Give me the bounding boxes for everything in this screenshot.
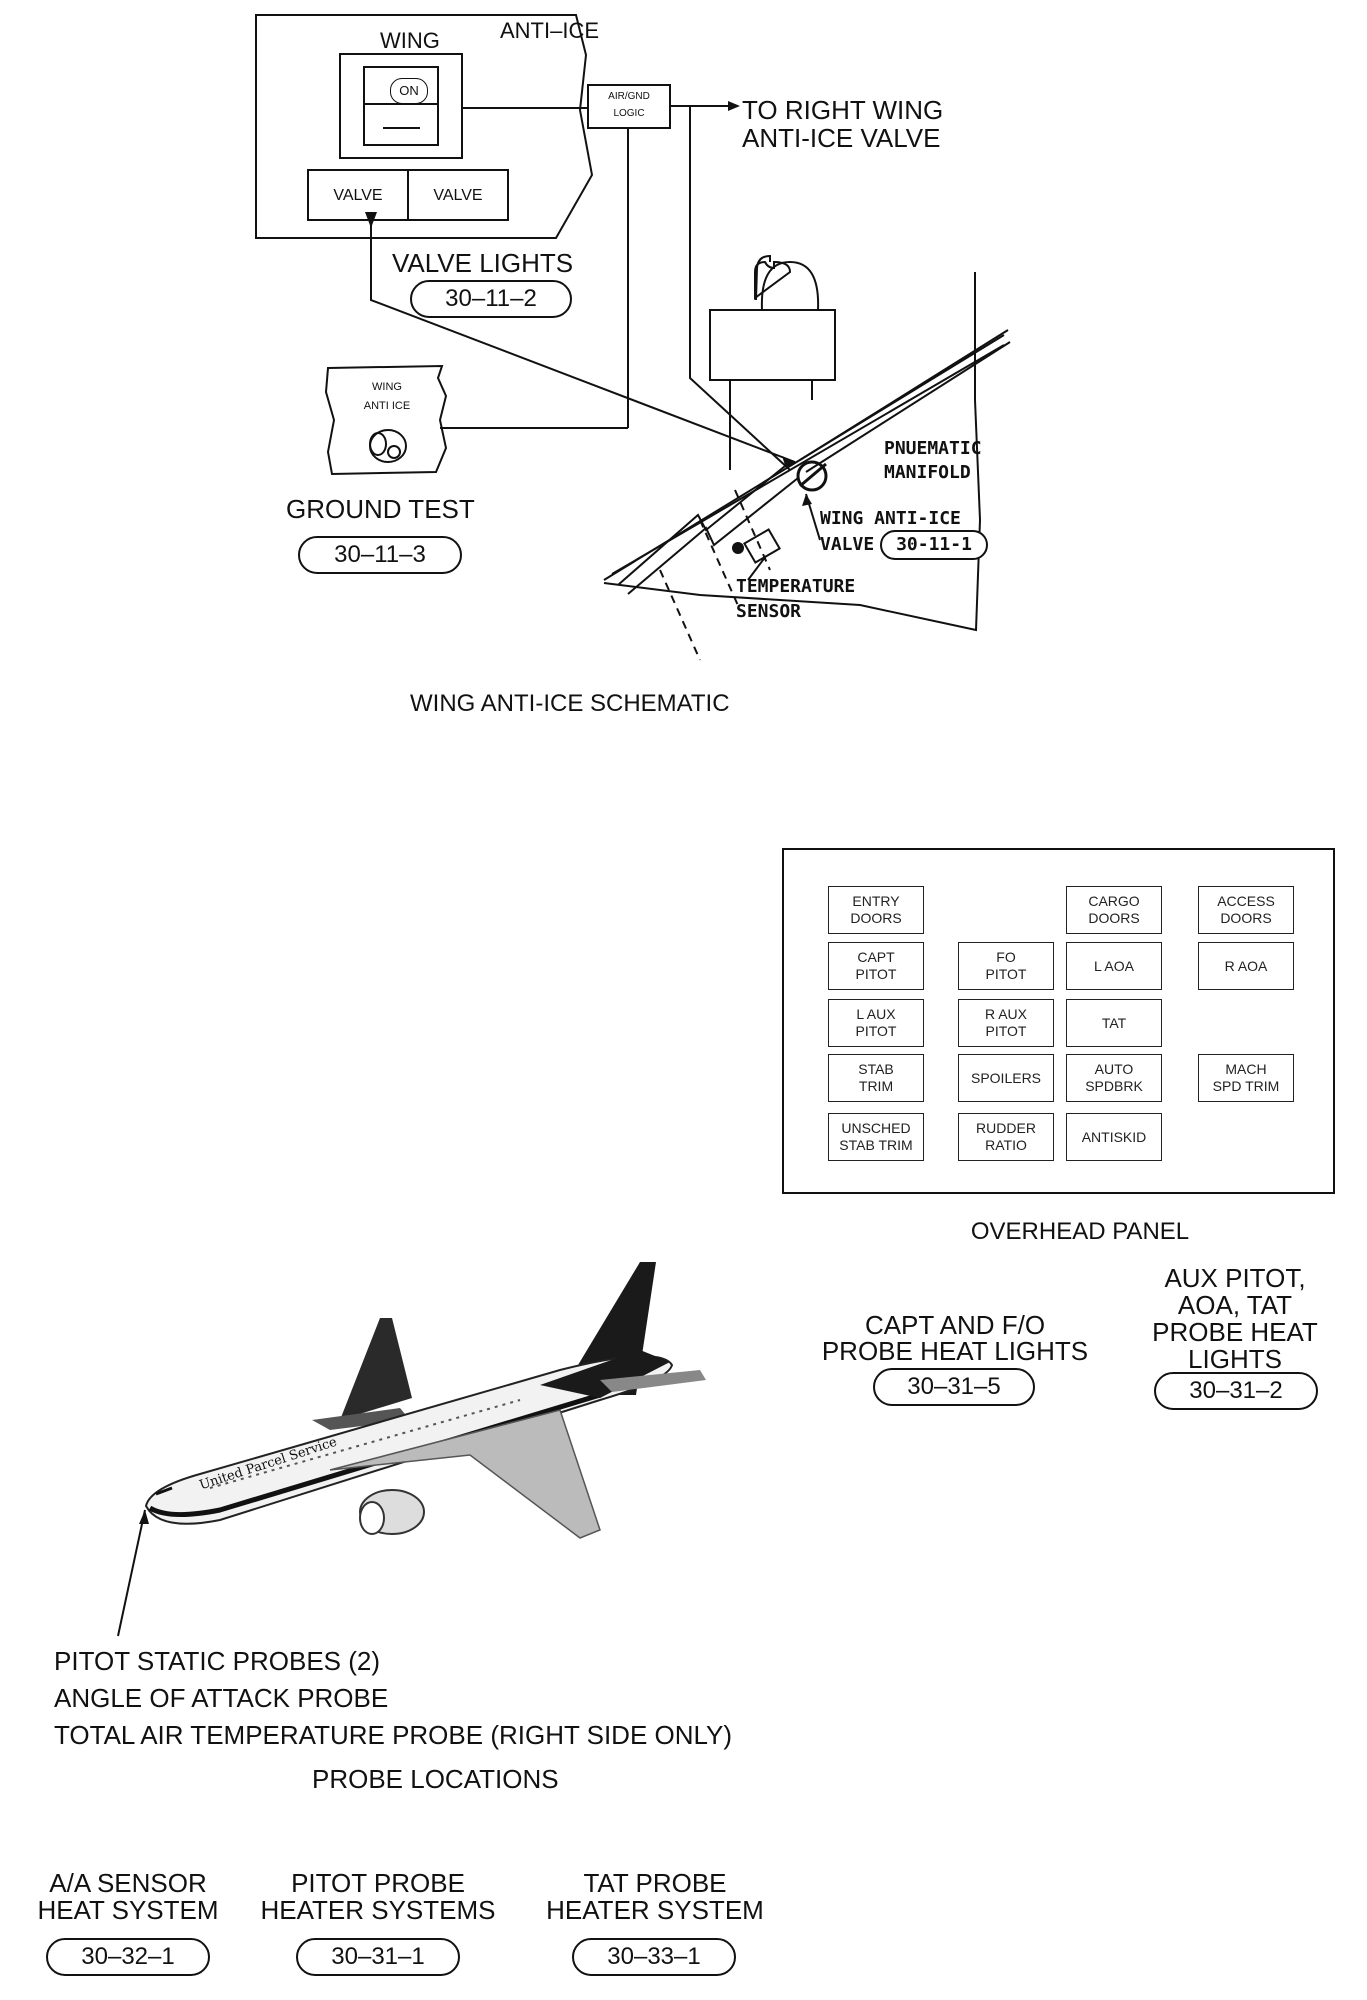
wing-anti-ice-switch[interactable]: ON [390, 78, 428, 104]
light-mach-spd-trim: MACH SPD TRIM [1198, 1054, 1294, 1102]
probe-line-total-air-temp: TOTAL AIR TEMPERATURE PROBE (RIGHT SIDE … [54, 1720, 733, 1750]
light-label: FO PITOT [985, 949, 1027, 982]
wing-panel-title: WING [380, 28, 440, 53]
overhead-panel-caption: OVERHEAD PANEL [970, 1218, 1190, 1245]
ref-aa-sensor-pill: 30–32–1 [46, 1938, 210, 1976]
light-label: MACH SPD TRIM [1212, 1061, 1280, 1094]
light-label: ANTISKID [1081, 1128, 1147, 1145]
aux-label-line1: AUX PITOT, [1164, 1263, 1306, 1293]
light-auto-spdbrk: AUTO SPDBRK [1066, 1054, 1162, 1102]
light-spoilers: SPOILERS [958, 1054, 1054, 1102]
anti-ice-panel-header: ANTI–ICE [500, 18, 600, 43]
light-label: RUDDER RATIO [976, 1120, 1036, 1153]
to-right-wing-label-line2: ANTI-ICE VALVE [742, 123, 941, 153]
aux-label-line3: PROBE HEAT [1152, 1317, 1318, 1347]
light-label: ACCESS DOORS [1217, 893, 1275, 926]
probe-locations-caption: PROBE LOCATIONS [312, 1764, 559, 1794]
aux-label-line4: LIGHTS [1188, 1344, 1282, 1374]
wing-anti-ice-valve-line1: WING ANTI-ICE [820, 508, 961, 529]
light-entry-doors: ENTRY DOORS [828, 886, 924, 934]
temperature-sensor-line1: TEMPERATURE [736, 576, 856, 597]
overhead-panel [782, 848, 1335, 1194]
ref-pitot-probe-line2: HEATER SYSTEMS [260, 1895, 496, 1925]
capt-fo-label-line2: PROBE HEAT LIGHTS [821, 1336, 1089, 1366]
ref-tat-probe-pill: 30–33–1 [572, 1938, 736, 1976]
ground-test-panel-line2: ANTI ICE [363, 400, 411, 412]
light-unsched-stab-trim: UNSCHED STAB TRIM [828, 1113, 924, 1161]
probe-line-angle-of-attack: ANGLE OF ATTACK PROBE [54, 1683, 389, 1713]
ref-pitot-probe-line1: PITOT PROBE [291, 1868, 465, 1898]
ref-tat-probe-line1: TAT PROBE [583, 1868, 727, 1898]
light-tat: TAT [1066, 999, 1162, 1047]
to-right-wing-label-line1: TO RIGHT WING [742, 95, 944, 125]
light-label: UNSCHED STAB TRIM [839, 1120, 913, 1153]
capt-fo-label-line1: CAPT AND F/O [864, 1310, 1046, 1340]
light-cargo-doors: CARGO DOORS [1066, 886, 1162, 934]
light-label: R AOA [1224, 957, 1268, 974]
ground-test-panel-line1: WING [372, 381, 402, 393]
light-l-aoa: L AOA [1066, 942, 1162, 990]
aux-ref: 30–31–2 [1154, 1372, 1318, 1410]
wing-anti-ice-valve-ref: 30-11-1 [880, 530, 988, 560]
ref-aa-sensor-line1: A/A SENSOR [49, 1868, 207, 1898]
light-label: TAT [1101, 1014, 1127, 1031]
air-gnd-logic-line2: LOGIC [613, 108, 645, 119]
capt-fo-ref: 30–31–5 [873, 1368, 1035, 1406]
valve-lights-label: VALVE LIGHTS [392, 248, 574, 278]
ref-aa-sensor-line2: HEAT SYSTEM [37, 1895, 219, 1925]
light-label: STAB TRIM [858, 1061, 894, 1094]
air-gnd-logic-line1: AIR/GND [608, 91, 650, 102]
valve-light-right: VALVE [433, 187, 483, 204]
light-r-aoa: R AOA [1198, 942, 1294, 990]
light-l-aux-pitot: L AUX PITOT [828, 999, 924, 1047]
ref-tat-probe-line2: HEATER SYSTEM [546, 1895, 764, 1925]
temperature-sensor-line2: SENSOR [736, 601, 802, 622]
light-label: SPOILERS [970, 1069, 1042, 1086]
aux-label-line2: AOA, TAT [1177, 1290, 1293, 1320]
ground-test-ref: 30–11–3 [298, 536, 462, 574]
light-r-aux-pitot: R AUX PITOT [958, 999, 1054, 1047]
on-indicator-label: ON [399, 83, 419, 98]
pneumatic-manifold-line1: PNUEMATIC [884, 438, 982, 459]
wing-anti-ice-valve-line2: VALVE [820, 534, 875, 555]
light-antiskid: ANTISKID [1066, 1113, 1162, 1161]
light-access-doors: ACCESS DOORS [1198, 886, 1294, 934]
light-label: AUTO SPDBRK [1085, 1061, 1143, 1094]
light-stab-trim: STAB TRIM [828, 1054, 924, 1102]
light-label: CAPT PITOT [855, 949, 897, 982]
light-label: L AOA [1094, 957, 1134, 974]
valve-lights-ref: 30–11–2 [410, 280, 572, 318]
light-label: CARGO DOORS [1088, 893, 1140, 926]
pneumatic-manifold-line2: MANIFOLD [884, 462, 971, 483]
ref-pitot-probe-pill: 30–31–1 [296, 1938, 460, 1976]
probe-line-pitot-static: PITOT STATIC PROBES (2) [54, 1646, 381, 1676]
light-label: ENTRY DOORS [850, 893, 902, 926]
light-capt-pitot: CAPT PITOT [828, 942, 924, 990]
light-label: L AUX PITOT [855, 1006, 897, 1039]
light-rudder-ratio: RUDDER RATIO [958, 1113, 1054, 1161]
ground-test-panel-outline [324, 364, 448, 476]
valve-light-left: VALVE [333, 187, 383, 204]
light-label: R AUX PITOT [984, 1006, 1027, 1039]
ground-test-label: GROUND TEST [286, 494, 475, 524]
schematic-caption: WING ANTI-ICE SCHEMATIC [410, 690, 730, 717]
light-fo-pitot: FO PITOT [958, 942, 1054, 990]
